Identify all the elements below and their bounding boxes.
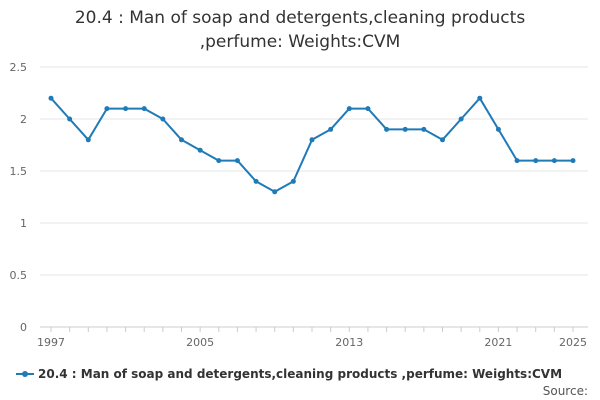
- data-point[interactable]: [179, 137, 184, 143]
- data-point[interactable]: [253, 178, 259, 184]
- x-tick-label: 2013: [335, 336, 363, 349]
- chart-title-line-2: ,perfume: Weights:CVM: [199, 32, 401, 52]
- legend-swatch-icon: [16, 368, 34, 380]
- data-point[interactable]: [533, 158, 539, 164]
- axes: 0 0.5 1 1.5 2 2.5 1997 2005 2013 2021 2025: [10, 61, 588, 349]
- data-point[interactable]: [477, 95, 483, 101]
- data-point[interactable]: [421, 126, 427, 132]
- data-point[interactable]: [551, 158, 557, 164]
- data-point[interactable]: [104, 106, 110, 112]
- data-point[interactable]: [234, 158, 240, 164]
- data-point[interactable]: [328, 126, 334, 132]
- data-point[interactable]: [402, 126, 408, 132]
- data-point[interactable]: [309, 137, 315, 143]
- data-point[interactable]: [48, 95, 54, 101]
- chart-title: 20.4 : Man of soap and detergents,cleani…: [0, 6, 600, 54]
- y-tick-label: 2: [20, 113, 27, 126]
- data-point[interactable]: [514, 158, 520, 164]
- data-point[interactable]: [160, 116, 166, 122]
- series-line: [50, 97, 573, 193]
- data-point[interactable]: [272, 189, 278, 195]
- data-point[interactable]: [197, 147, 203, 153]
- data-point[interactable]: [290, 178, 296, 184]
- data-point[interactable]: [216, 158, 222, 164]
- data-point[interactable]: [365, 106, 371, 112]
- y-tick-label: 2.5: [10, 61, 28, 74]
- data-point[interactable]: [85, 137, 91, 143]
- x-tick-label: 2005: [186, 336, 214, 349]
- y-tick-label: 0: [20, 321, 27, 334]
- data-point[interactable]: [384, 126, 390, 132]
- data-point[interactable]: [570, 158, 576, 164]
- data-point[interactable]: [123, 106, 129, 112]
- y-tick-label: 1: [20, 217, 27, 230]
- data-point[interactable]: [495, 126, 501, 132]
- chart-title-line-1: 20.4 : Man of soap and detergents,cleani…: [74, 8, 526, 28]
- data-point[interactable]: [440, 137, 445, 143]
- legend-label: 20.4 : Man of soap and detergents,cleani…: [38, 367, 563, 381]
- x-tick-label: 2021: [484, 336, 512, 349]
- data-point[interactable]: [346, 106, 352, 112]
- source-label: Source:: [542, 384, 588, 398]
- data-point[interactable]: [67, 116, 73, 122]
- x-tick-label: 2025: [559, 336, 587, 349]
- y-tick-label: 1.5: [10, 165, 28, 178]
- data-point[interactable]: [458, 116, 464, 122]
- y-tick-label: 0.5: [10, 269, 28, 282]
- series-layer: [48, 95, 576, 195]
- x-tick-label: 1997: [37, 336, 65, 349]
- grid-lines: [40, 66, 588, 328]
- data-point[interactable]: [141, 106, 147, 112]
- legend[interactable]: 20.4 : Man of soap and detergents,cleani…: [16, 366, 562, 382]
